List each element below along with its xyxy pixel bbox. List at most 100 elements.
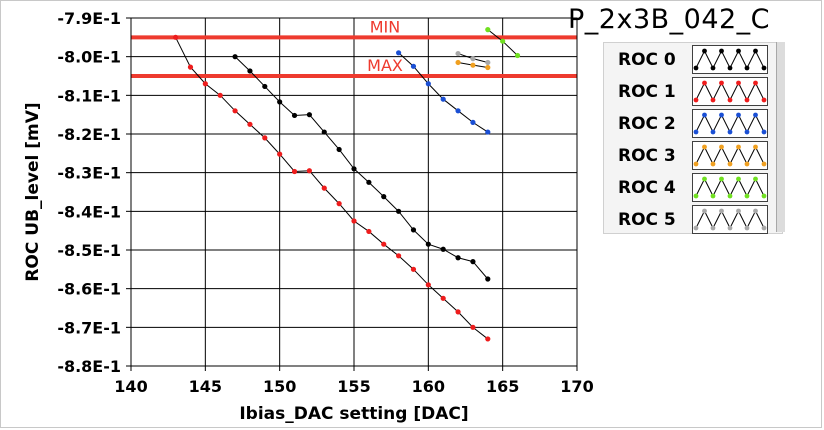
legend-marker — [744, 193, 750, 199]
data-point — [425, 81, 431, 87]
data-point — [425, 282, 431, 288]
legend-marker — [727, 225, 733, 231]
chart-title: P_2x3B_042_C — [568, 4, 771, 35]
data-point — [410, 63, 417, 69]
legend-marker — [744, 225, 750, 231]
legend-label: ROC 4 — [618, 178, 676, 198]
series-line — [234, 56, 489, 280]
data-point — [470, 62, 476, 68]
series-roc-4 — [485, 27, 521, 59]
data-point — [232, 54, 238, 60]
data-point — [366, 179, 372, 185]
legend-swatch — [692, 205, 768, 234]
legend-marker — [736, 48, 741, 54]
data-point — [485, 27, 491, 33]
data-point — [173, 34, 179, 40]
data-point — [514, 52, 521, 59]
legend-marker — [710, 65, 716, 71]
data-point — [262, 83, 268, 90]
data-point — [321, 185, 327, 191]
data-point — [366, 228, 372, 235]
legend-scrollbar[interactable] — [776, 42, 785, 232]
legend-marker — [744, 161, 750, 167]
series-layer — [173, 27, 521, 342]
data-point — [455, 108, 461, 114]
data-point — [247, 121, 253, 127]
legend-marker — [719, 208, 724, 214]
data-point — [455, 309, 461, 315]
data-point — [217, 92, 223, 98]
x-tick-label: 170 — [560, 377, 593, 396]
legend-marker — [710, 97, 716, 103]
data-point — [202, 81, 208, 87]
legend-marker — [693, 129, 699, 135]
legend-marker — [727, 129, 733, 135]
legend-marker — [727, 161, 733, 167]
legend-label: ROC 0 — [618, 50, 676, 70]
legend-marker — [727, 97, 733, 103]
legend-marker — [693, 161, 699, 167]
legend-marker — [710, 161, 716, 167]
legend-swatch — [692, 141, 768, 170]
data-point — [351, 218, 357, 224]
legend-swatch — [692, 109, 768, 138]
y-axis-title: ROC UB_level [mV] — [23, 102, 43, 281]
legend-marker — [736, 112, 741, 118]
legend-marker — [702, 80, 707, 86]
legend-line — [695, 209, 765, 230]
legend-marker — [761, 65, 767, 71]
y-tick-label: -8.8E-1 — [57, 357, 121, 376]
legend-marker — [753, 80, 758, 86]
legend-item-roc-0: ROC 0 — [614, 45, 782, 75]
legend-swatch-graphic — [693, 144, 767, 167]
data-point — [485, 59, 491, 66]
data-point — [232, 108, 238, 114]
legend-marker — [736, 208, 741, 214]
legend-marker — [736, 144, 741, 150]
legend-marker — [727, 193, 733, 199]
legend-marker — [727, 65, 733, 71]
data-point — [381, 241, 387, 247]
legend-marker — [702, 176, 707, 182]
data-point — [306, 112, 312, 118]
legend-marker — [761, 129, 767, 135]
y-tick-label: -8.6E-1 — [57, 280, 121, 299]
data-point — [187, 64, 194, 70]
legend-marker — [702, 208, 707, 214]
legend-line — [695, 177, 765, 198]
legend-marker — [702, 48, 707, 54]
y-tick-label: -7.9E-1 — [57, 9, 121, 28]
series-roc-3 — [455, 59, 491, 71]
legend-line — [695, 145, 765, 166]
legend-marker — [693, 225, 699, 231]
legend-marker — [744, 65, 750, 71]
data-point — [351, 166, 357, 172]
data-point — [470, 56, 476, 62]
legend-swatch-graphic — [693, 176, 767, 199]
legend-label: ROC 2 — [618, 114, 676, 134]
data-point — [470, 324, 476, 330]
legend-marker — [761, 225, 767, 231]
legend-line — [695, 81, 765, 102]
data-point — [291, 168, 298, 175]
series-roc-2 — [396, 50, 491, 135]
series-roc-0 — [232, 54, 491, 282]
data-point — [410, 266, 417, 272]
data-point — [321, 129, 327, 135]
legend-marker — [761, 161, 767, 167]
data-point — [470, 259, 476, 265]
limit-label-max: MAX — [367, 56, 403, 75]
x-tick-label: 150 — [263, 377, 296, 396]
data-point — [277, 99, 283, 105]
legend-marker — [744, 97, 750, 103]
legend-marker — [753, 112, 758, 118]
x-tick-label: 140 — [114, 377, 147, 396]
legend-swatch-graphic — [693, 80, 767, 103]
legend-marker — [702, 144, 707, 150]
legend-marker — [753, 208, 758, 214]
series-roc-1 — [173, 34, 491, 342]
data-point — [396, 50, 402, 56]
y-tick-label: -8.5E-1 — [57, 241, 121, 260]
